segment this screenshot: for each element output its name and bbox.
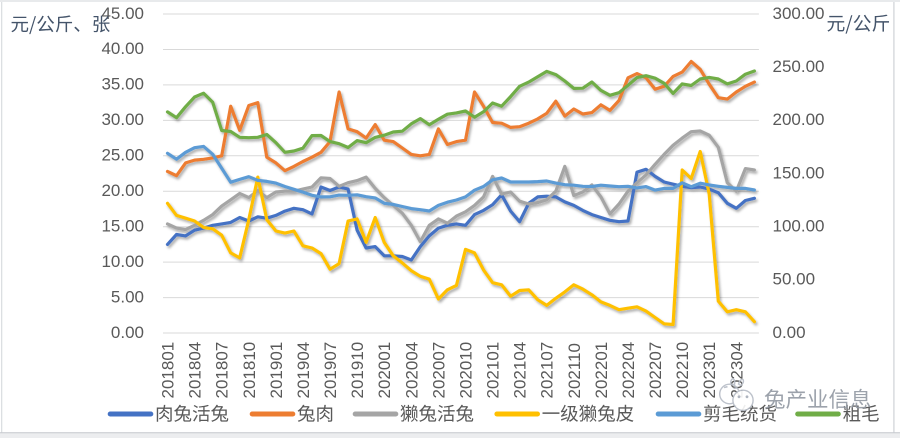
svg-text:45.00: 45.00 [101, 4, 144, 23]
svg-text:202207: 202207 [646, 342, 665, 399]
svg-text:202004: 202004 [402, 342, 421, 399]
svg-text:201810: 201810 [240, 342, 259, 399]
svg-text:202104: 202104 [511, 342, 530, 399]
svg-text:300.00: 300.00 [773, 4, 825, 23]
svg-text:0.00: 0.00 [773, 323, 806, 342]
svg-text:10.00: 10.00 [101, 252, 144, 271]
svg-text:201804: 201804 [186, 342, 205, 399]
svg-text:201901: 201901 [267, 342, 286, 399]
svg-text:201907: 201907 [321, 342, 340, 399]
svg-text:100.00: 100.00 [773, 217, 825, 236]
svg-text:201904: 201904 [294, 342, 313, 399]
svg-text:202201: 202201 [592, 342, 611, 399]
svg-text:202101: 202101 [484, 342, 503, 399]
svg-text:250.00: 250.00 [773, 57, 825, 76]
svg-text:15.00: 15.00 [101, 217, 144, 236]
svg-text:35.00: 35.00 [101, 75, 144, 94]
svg-text:25.00: 25.00 [101, 146, 144, 165]
svg-text:50.00: 50.00 [773, 270, 816, 289]
svg-text:202204: 202204 [619, 342, 638, 399]
svg-text:201910: 201910 [348, 342, 367, 399]
svg-text:202107: 202107 [538, 342, 557, 399]
svg-text:150.00: 150.00 [773, 163, 825, 182]
svg-text:200.00: 200.00 [773, 110, 825, 129]
svg-text:201801: 201801 [159, 342, 178, 399]
svg-text:30.00: 30.00 [101, 110, 144, 129]
svg-text:202007: 202007 [429, 342, 448, 399]
svg-text:202010: 202010 [457, 342, 476, 399]
svg-text:20.00: 20.00 [101, 181, 144, 200]
svg-text:201807: 201807 [213, 342, 232, 399]
svg-text:5.00: 5.00 [111, 287, 144, 306]
svg-text:202110: 202110 [565, 343, 584, 398]
svg-text:202301: 202301 [700, 342, 719, 399]
svg-text:202210: 202210 [673, 342, 692, 399]
svg-text:40.00: 40.00 [101, 39, 144, 58]
svg-text:202001: 202001 [375, 342, 394, 399]
svg-text:0.00: 0.00 [111, 323, 144, 342]
